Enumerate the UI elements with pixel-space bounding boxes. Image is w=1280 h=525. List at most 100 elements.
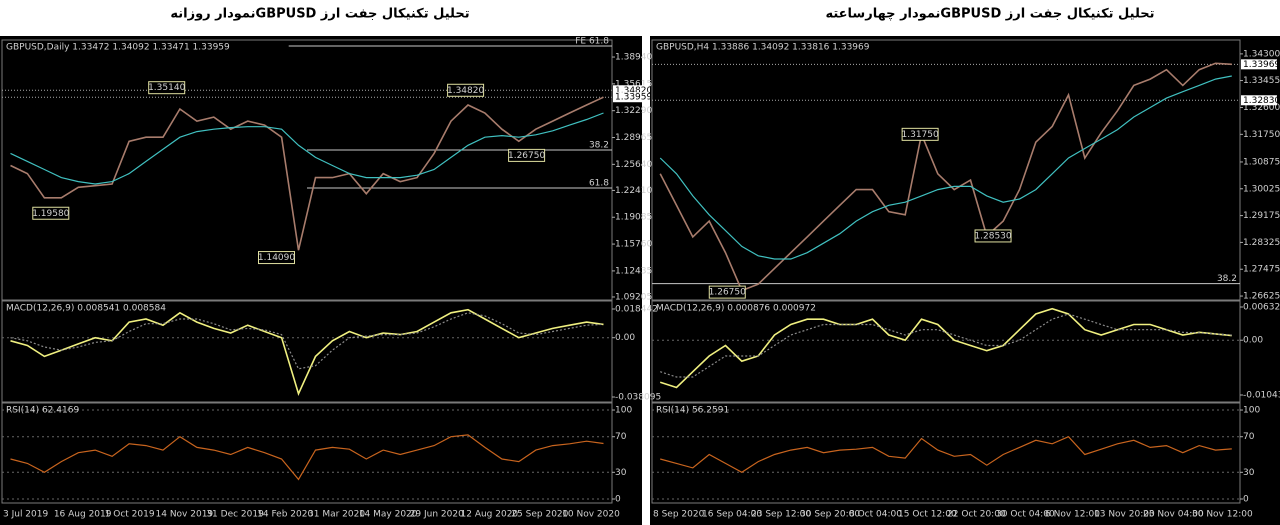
fib-label: 38.2 xyxy=(589,140,609,150)
x-tick-label: 31 Dec 2019 xyxy=(206,510,264,520)
price-tag xyxy=(613,92,649,103)
annotation-box xyxy=(148,81,186,95)
annotation-label: 1.26750 xyxy=(709,288,746,298)
x-tick-label: 3 Jul 2019 xyxy=(3,510,48,520)
y-tick-label: 1.28325 xyxy=(1243,238,1280,248)
panel-label: RSI(14) 62.4169 xyxy=(6,406,79,416)
x-tick-label: 10 Nov 2020 xyxy=(562,510,620,520)
x-tick-label: 12 Aug 2020 xyxy=(461,510,519,520)
panel-frame xyxy=(651,402,1241,504)
price-line xyxy=(10,112,604,185)
y-tick-label: 1.30875 xyxy=(1243,157,1280,167)
panel-label: RSI(14) 56.2591 xyxy=(656,406,729,416)
panel-label: MACD(12,26,9) 0.000876 0.000972 xyxy=(656,304,816,314)
left-window xyxy=(0,36,642,525)
annotation-box xyxy=(708,285,746,299)
macd-line xyxy=(659,307,1232,389)
y-tick-label: 100 xyxy=(1243,406,1260,416)
panel-frame xyxy=(651,39,1241,301)
y-tick-label: 1.15760 xyxy=(615,240,652,250)
annotation-label: 1.35140 xyxy=(148,83,185,93)
panel-frame xyxy=(1,402,613,504)
annotation-label: 1.28530 xyxy=(974,231,1011,241)
panel-label: GBPUSD,Daily 1.33472 1.34092 1.33471 1.3… xyxy=(6,43,230,53)
price-tag-label: 1.33969 xyxy=(1243,60,1280,70)
y-tick-label: 30 xyxy=(615,468,627,478)
y-tick-label: 1.31750 xyxy=(1243,130,1280,140)
y-tick-label: 0.018442 xyxy=(615,304,658,314)
y-tick-label: -0.038095 xyxy=(615,392,661,402)
price-line xyxy=(10,96,604,251)
x-tick-label: 14 Feb 2020 xyxy=(257,510,313,520)
fib-label: FE 61.8 xyxy=(575,37,609,47)
price-line xyxy=(659,75,1232,260)
annotation-label: 1.19580 xyxy=(32,209,69,219)
x-tick-label: 16 Sep 04:00 xyxy=(702,510,762,520)
panel-label: MACD(12,26,9) 0.008541 0.008584 xyxy=(6,304,166,314)
panel-frame xyxy=(651,300,1241,403)
fib-label: 38.2 xyxy=(1217,274,1237,284)
x-tick-label: 23 Sep 12:00 xyxy=(751,510,811,520)
y-tick-label: 1.12435 xyxy=(615,266,652,276)
annotation-box xyxy=(901,127,939,141)
x-tick-label: 30 Oct 04:00 xyxy=(996,510,1055,520)
y-tick-label: 1.28965 xyxy=(615,133,652,143)
y-tick-label: 0.00 xyxy=(615,333,635,343)
y-tick-label: 1.32290 xyxy=(615,106,652,116)
price-tag-label: 1.34820 xyxy=(615,86,652,96)
annotation-box xyxy=(258,251,295,265)
x-tick-label: 6 Nov 12:00 xyxy=(1045,510,1100,520)
y-tick-label: 0 xyxy=(615,494,621,504)
chart-title: تحلیل تکنیکال جفت ارز GBPUSDنمودار روزان… xyxy=(170,7,469,22)
y-tick-label: 70 xyxy=(615,432,627,442)
annotation-label: 1.26750 xyxy=(508,151,545,161)
macd-line xyxy=(10,312,604,370)
x-tick-label: 30 Sep 20:00 xyxy=(800,510,860,520)
y-tick-label: 1.32600 xyxy=(1243,103,1280,113)
y-tick-label: 1.33455 xyxy=(1243,76,1280,86)
panel-frame xyxy=(1,300,613,403)
y-tick-label: 1.22410 xyxy=(615,186,652,196)
rsi-line xyxy=(10,434,604,481)
y-tick-label: 0 xyxy=(1243,494,1249,504)
x-tick-label: 16 Aug 2019 xyxy=(54,510,112,520)
y-tick-label: 0.006326 xyxy=(1243,303,1280,313)
y-tick-label: 1.09205 xyxy=(615,292,652,302)
price-tag xyxy=(1241,59,1277,70)
x-tick-label: 1 Oct 2019 xyxy=(105,510,155,520)
price-tag xyxy=(1241,95,1277,106)
y-tick-label: -0.010438 xyxy=(1243,391,1280,401)
y-tick-label: 100 xyxy=(615,406,632,416)
y-tick-label: 1.38940 xyxy=(615,53,652,63)
annotation-box xyxy=(974,229,1012,243)
annotation-box xyxy=(508,148,546,162)
chart-title: تحلیل تکنیکال جفت ارز GBPUSDنمودار چهارس… xyxy=(825,7,1154,22)
x-tick-label: 8 Sep 2020 xyxy=(653,510,705,520)
x-tick-label: 13 Nov 20:00 xyxy=(1094,510,1155,520)
macd-line xyxy=(10,308,604,396)
y-tick-label: 0.00 xyxy=(1243,336,1263,346)
annotation-label: 1.34820 xyxy=(447,86,484,96)
annotation-label: 1.31750 xyxy=(902,130,939,140)
rsi-line xyxy=(660,435,1232,473)
y-tick-label: 1.25640 xyxy=(615,160,652,170)
y-tick-label: 30 xyxy=(1243,468,1255,478)
annotation-box xyxy=(447,83,485,97)
y-tick-label: 1.30025 xyxy=(1243,184,1280,194)
y-tick-label: 1.27475 xyxy=(1243,265,1280,275)
price-tag-label: 1.32830 xyxy=(1243,96,1280,106)
annotation-box xyxy=(32,206,70,220)
x-tick-label: 8 Oct 04:00 xyxy=(849,510,902,520)
x-tick-label: 29 Jun 2020 xyxy=(410,510,464,520)
x-tick-label: 30 Nov 12:00 xyxy=(1192,510,1253,520)
x-tick-label: 14 Nov 2019 xyxy=(156,510,214,520)
x-tick-label: 23 Nov 04:00 xyxy=(1143,510,1204,520)
right-window xyxy=(650,36,1280,525)
x-tick-label: 31 Mar 2020 xyxy=(308,510,365,520)
x-tick-label: 15 Oct 12:00 xyxy=(898,510,957,520)
y-tick-label: 1.34300 xyxy=(1243,49,1280,59)
annotation-label: 1.14090 xyxy=(258,253,295,263)
price-tag xyxy=(613,85,649,96)
y-tick-label: 1.26625 xyxy=(1243,292,1280,302)
